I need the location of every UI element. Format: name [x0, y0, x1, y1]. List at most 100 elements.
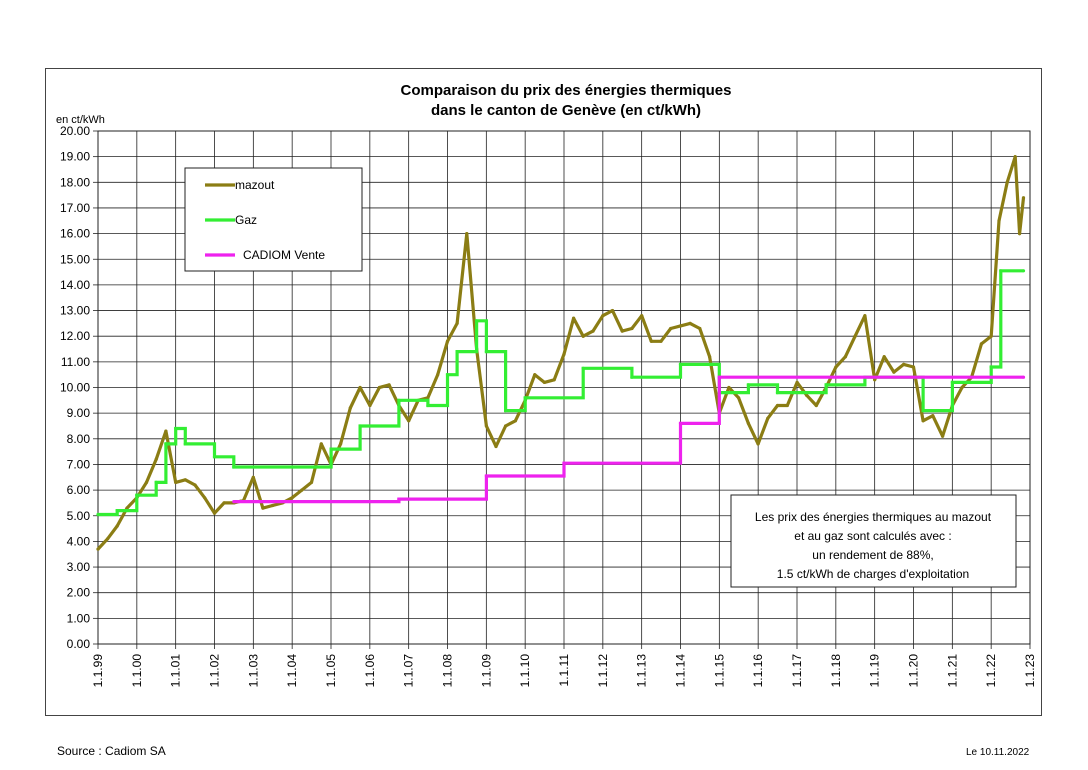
data-point-mazout [601, 314, 605, 318]
y-tick-label: 2.00 [67, 586, 91, 600]
y-tick-label: 7.00 [67, 457, 91, 471]
data-point-gaz [329, 447, 333, 451]
data-point-mazout [319, 442, 323, 446]
data-point-mazout [533, 373, 537, 377]
x-tick-label: 1.1.11 [557, 654, 571, 687]
data-point-gaz [358, 424, 362, 428]
data-point-gaz [678, 362, 683, 366]
y-tick-label: 17.00 [60, 201, 90, 215]
x-tick-label: 1.1.04 [285, 654, 299, 688]
data-point-mazout [513, 419, 518, 423]
data-point-gaz [115, 509, 119, 513]
data-point-mazout [979, 342, 984, 346]
data-point-mazout [640, 314, 644, 318]
x-tick-label: 1.1.02 [208, 654, 222, 688]
data-point-mazout [669, 326, 673, 331]
x-tick-label: 1.1.12 [596, 654, 610, 688]
data-point-mazout [183, 478, 187, 482]
data-point-mazout [785, 403, 789, 408]
data-point-mazout [222, 501, 226, 505]
data-point-gaz [426, 403, 430, 408]
data-point-cadiom [717, 375, 721, 379]
data-point-mazout [261, 506, 265, 510]
data-point-mazout [106, 537, 110, 541]
y-axis-label: en ct/kWh [56, 114, 105, 126]
chart-title-line-2: dans le canton de Genève (en ct/kWh) [431, 102, 701, 119]
data-point-mazout [125, 506, 129, 510]
data-point-mazout [931, 414, 935, 418]
data-point-cadiom [1021, 375, 1026, 379]
annotation-line: Les prix des énergies thermiques au mazo… [755, 510, 992, 524]
data-point-gaz [504, 409, 508, 413]
y-tick-label: 11.00 [61, 355, 90, 369]
data-point-gaz [154, 480, 158, 484]
x-tick-label: 1.1.09 [479, 654, 493, 688]
x-tick-label: 1.1.18 [829, 654, 843, 688]
tick-labels: 0.00 1.00 2.00 3.00 4.00 5.00 6.00 7.00 8.00 9.00… [60, 124, 1037, 687]
data-point-gaz [999, 269, 1003, 273]
data-point-mazout [1018, 232, 1022, 236]
data-point-gaz [183, 442, 187, 446]
data-point-mazout [960, 385, 964, 390]
data-point-mazout [164, 429, 168, 433]
data-point-gaz [164, 442, 168, 446]
x-tick-label: 1.1.19 [868, 654, 882, 688]
data-point-gaz [989, 365, 993, 369]
data-point-cadiom [678, 421, 683, 425]
data-point-mazout [581, 334, 585, 338]
y-tick-label: 5.00 [67, 509, 91, 523]
data-point-mazout [387, 383, 391, 387]
data-point-mazout [649, 339, 653, 343]
data-point-mazout [756, 442, 760, 446]
data-point-mazout [465, 232, 469, 236]
x-tick-label: 1.1.08 [441, 654, 455, 688]
data-point-mazout [775, 403, 780, 408]
y-tick-label: 12.00 [60, 329, 90, 343]
x-tick-label: 1.1.14 [674, 654, 688, 688]
data-point-mazout [174, 480, 178, 484]
data-point-mazout [921, 419, 925, 423]
chart-title-line-1: Comparaison du prix des énergies thermiq… [401, 82, 732, 99]
data-point-mazout [843, 355, 848, 359]
annotation-line: un rendement de 88%, [812, 548, 933, 562]
data-point-mazout [620, 329, 624, 333]
data-point-gaz [775, 391, 780, 395]
data-point-gaz [1021, 269, 1026, 273]
y-tick-label: 1.00 [67, 611, 91, 625]
data-point-mazout [203, 496, 207, 500]
data-point-mazout [727, 385, 731, 390]
data-point-gaz [746, 383, 751, 387]
x-tick-label: 1.1.00 [130, 654, 144, 688]
data-point-mazout [737, 396, 741, 400]
data-point-gaz [581, 366, 585, 370]
series-lines [96, 155, 1026, 551]
y-tick-label: 0.00 [67, 637, 91, 651]
y-tick-label: 15.00 [60, 252, 90, 266]
x-tick-label: 1.1.17 [790, 654, 804, 688]
chart-frame [45, 68, 1042, 716]
annotation-line: 1.5 ct/kWh de charges d'exploitation [777, 567, 969, 581]
data-point-mazout [941, 434, 945, 438]
data-point-gaz [445, 373, 450, 377]
legend-label: mazout [235, 178, 275, 192]
y-tick-label: 4.00 [67, 534, 91, 548]
annotation-box: Les prix des énergies thermiques au mazo… [730, 494, 1017, 588]
y-tick-label: 16.00 [60, 227, 90, 241]
data-point-mazout [591, 329, 595, 333]
data-point-mazout [455, 321, 459, 325]
data-point-mazout [873, 378, 877, 382]
data-point-mazout [853, 334, 857, 338]
data-point-mazout [1021, 196, 1026, 200]
data-point-mazout [426, 396, 430, 400]
data-point-gaz [212, 455, 217, 459]
data-point-mazout [542, 380, 547, 384]
data-point-mazout [610, 309, 615, 313]
data-point-mazout [144, 480, 149, 484]
y-tick-label: 18.00 [60, 175, 90, 189]
data-point-mazout [436, 373, 440, 377]
data-point-mazout [445, 339, 450, 343]
data-point-mazout [698, 326, 702, 331]
y-tick-label: 10.00 [60, 381, 90, 395]
data-point-gaz [824, 383, 828, 387]
data-point-mazout [805, 393, 809, 397]
